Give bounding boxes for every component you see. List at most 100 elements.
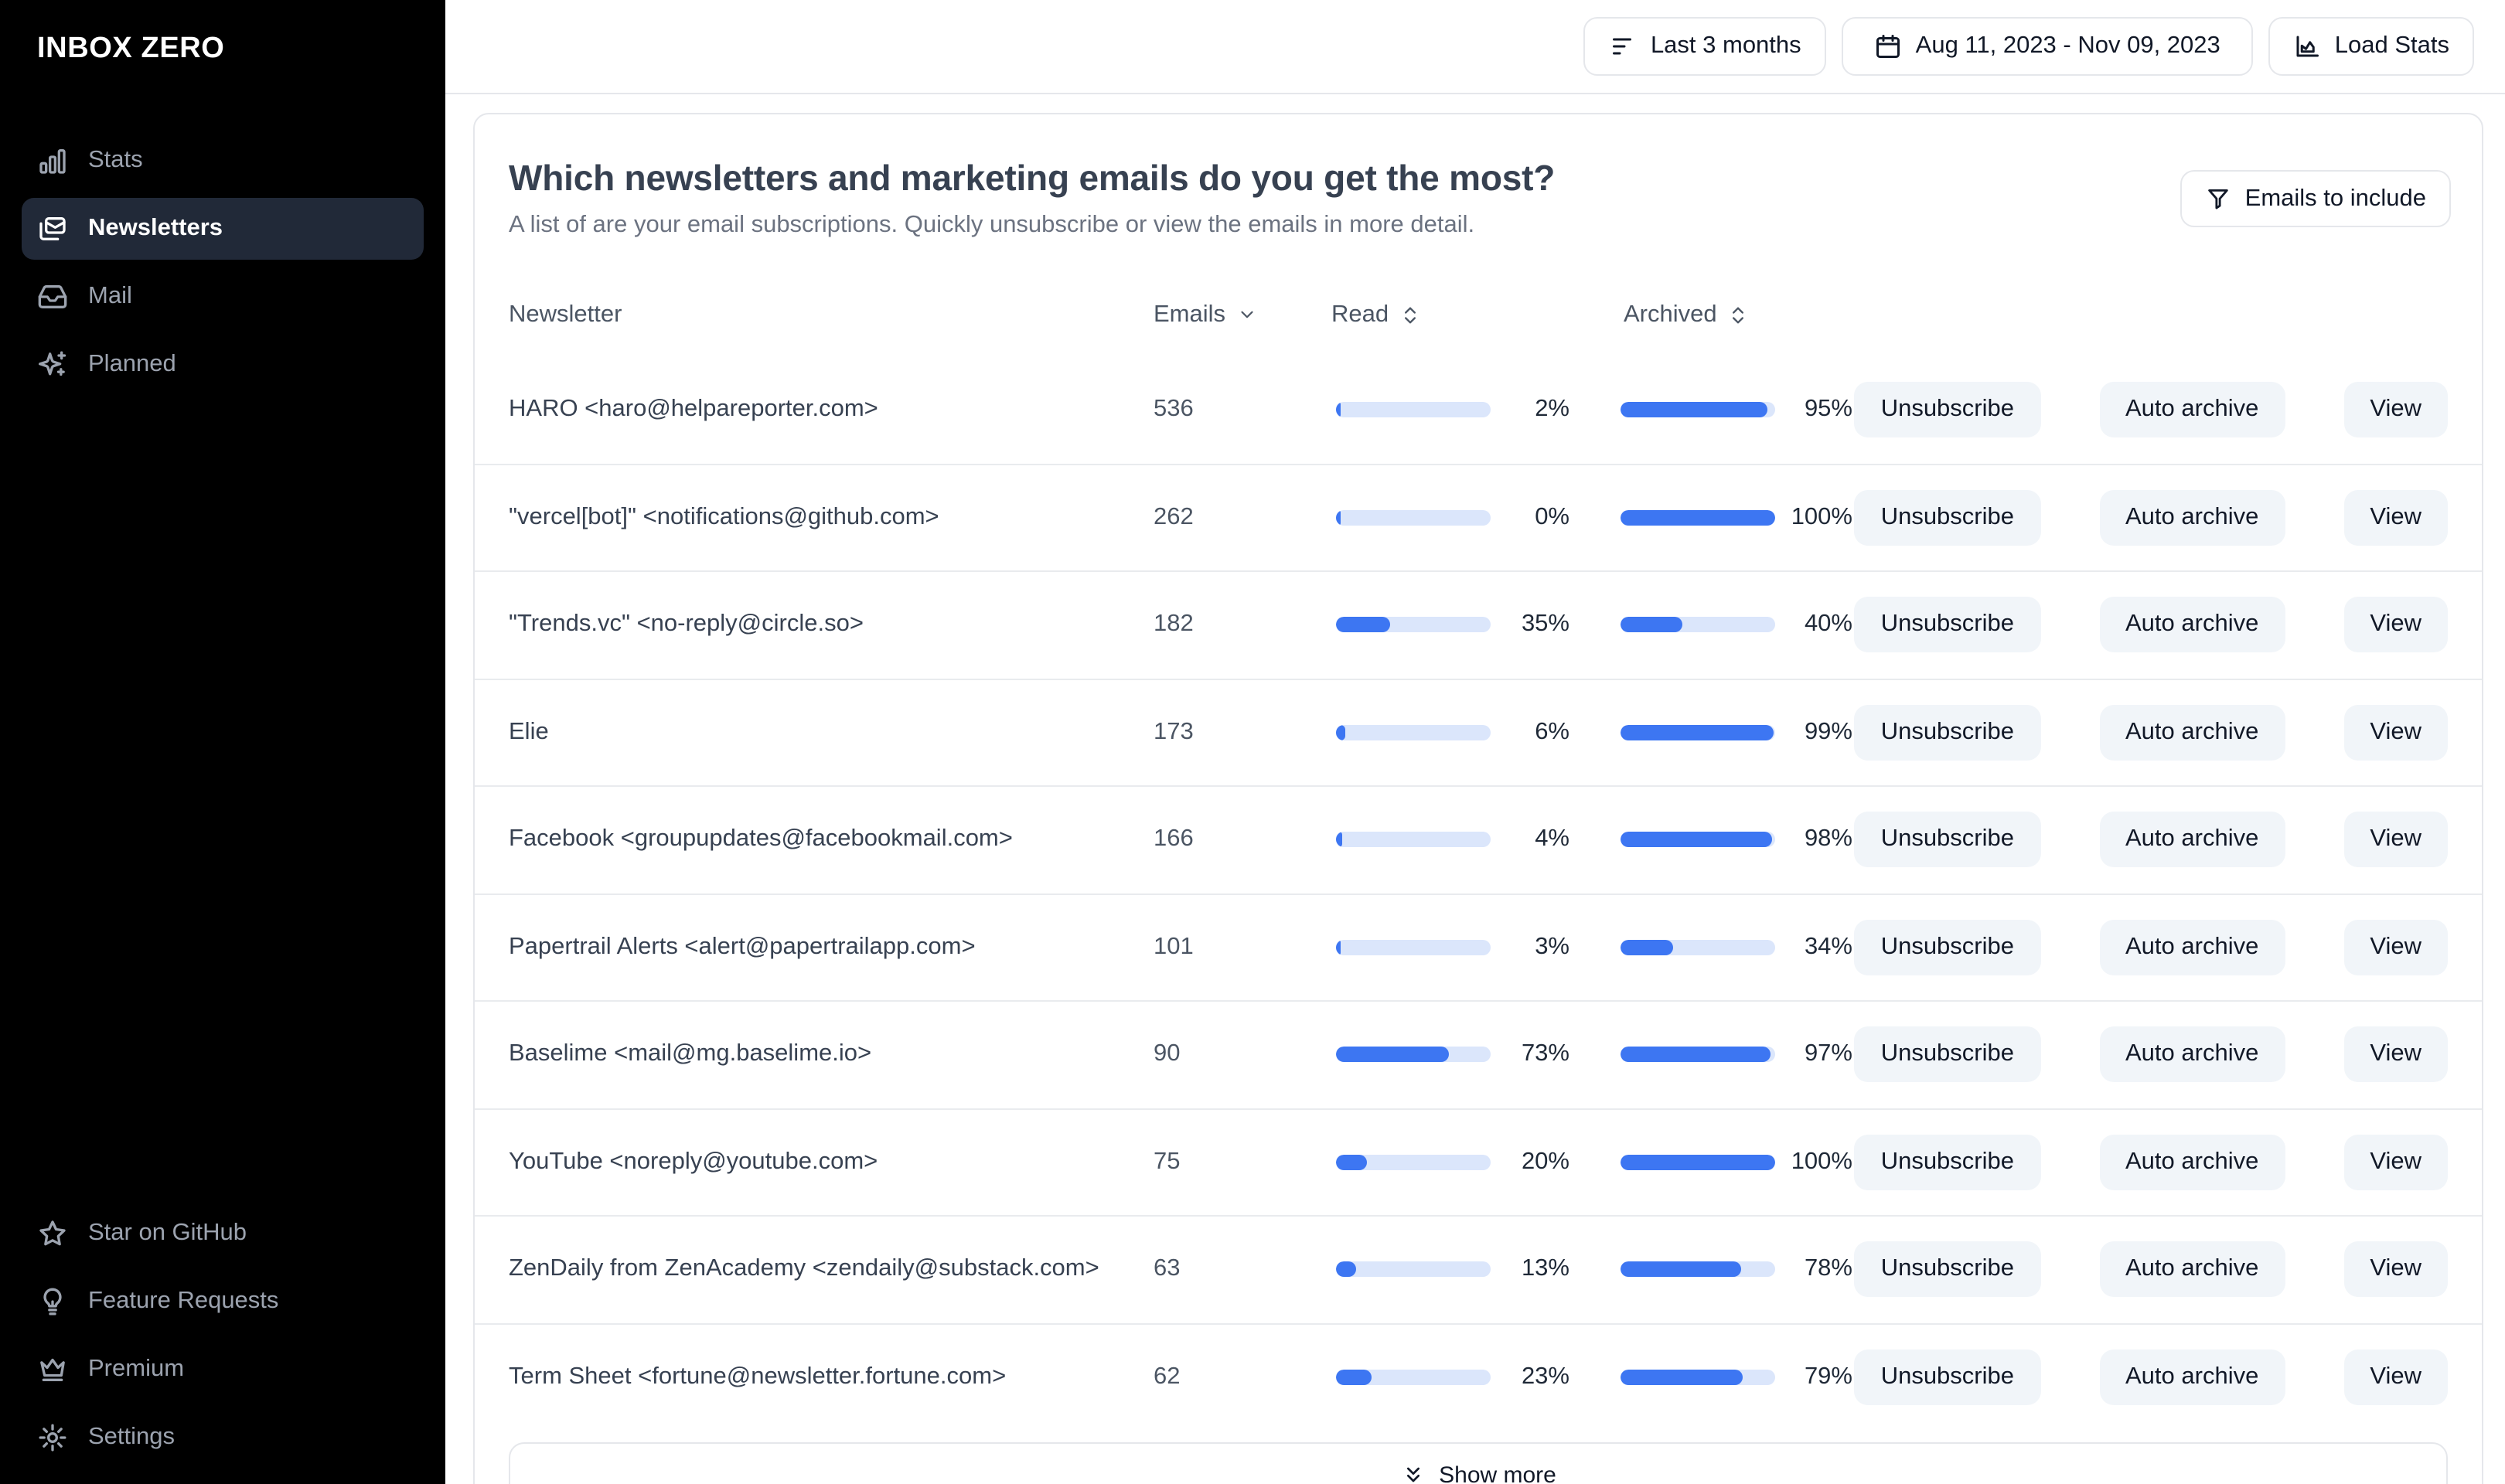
auto-archive-button[interactable]: Auto archive <box>2099 1026 2285 1083</box>
auto-archive-button[interactable]: Auto archive <box>2099 919 2285 975</box>
unsubscribe-button[interactable]: Unsubscribe <box>1854 812 2040 868</box>
area-chart-icon <box>2293 32 2321 60</box>
filter-lines-icon <box>1609 32 1637 60</box>
unsubscribe-button[interactable]: Unsubscribe <box>1854 382 2040 438</box>
view-button[interactable]: View <box>2343 1026 2448 1083</box>
chevrons-up-down-icon <box>1728 304 1750 325</box>
view-button[interactable]: View <box>2343 1241 2448 1298</box>
view-button[interactable]: View <box>2343 489 2448 546</box>
read-cell: 73% <box>1302 1002 1571 1108</box>
sidebar-item-star-on-github[interactable]: Star on GitHub <box>22 1203 424 1264</box>
row-actions: Unsubscribe Auto archive View <box>1854 597 2448 653</box>
read-percent: 6% <box>1535 718 1569 745</box>
column-header-read[interactable]: Read <box>1302 301 1571 328</box>
row-actions: Unsubscribe Auto archive View <box>1854 382 2448 438</box>
emails-to-include-button[interactable]: Emails to include <box>2180 170 2451 227</box>
view-button[interactable]: View <box>2343 704 2448 761</box>
archived-cell: 97% <box>1571 1002 1854 1108</box>
date-range-preset-button[interactable]: Last 3 months <box>1583 17 1826 76</box>
unsubscribe-button[interactable]: Unsubscribe <box>1854 1241 2040 1298</box>
sidebar-footer-nav: Star on GitHub Feature Requests Premi <box>22 1203 424 1469</box>
bar-chart-icon <box>37 145 68 176</box>
newsletter-name: "vercel[bot]" <notifications@github.com> <box>509 503 939 530</box>
sidebar-item-feature-requests[interactable]: Feature Requests <box>22 1271 424 1333</box>
table-row: Papertrail Alerts <alert@papertrailapp.c… <box>475 894 2482 1002</box>
read-progress-bar <box>1336 1370 1491 1386</box>
load-stats-button[interactable]: Load Stats <box>2268 17 2474 76</box>
archived-percent: 98% <box>1804 825 1852 853</box>
sidebar-item-settings[interactable]: Settings <box>22 1407 424 1469</box>
column-header-emails[interactable]: Emails <box>1154 301 1302 328</box>
read-percent: 2% <box>1535 396 1569 423</box>
read-percent: 3% <box>1535 933 1569 960</box>
auto-archive-button[interactable]: Auto archive <box>2099 812 2285 868</box>
archived-cell: 95% <box>1571 357 1854 463</box>
archived-progress-bar <box>1621 1154 1775 1170</box>
auto-archive-button[interactable]: Auto archive <box>2099 1241 2285 1298</box>
date-range-picker-button[interactable]: Aug 11, 2023 - Nov 09, 2023 <box>1841 17 2253 76</box>
read-cell: 23% <box>1302 1324 1571 1431</box>
table-row: YouTube <noreply@youtube.com> 75 20% 100… <box>475 1109 2482 1217</box>
view-button[interactable]: View <box>2343 812 2448 868</box>
table-body: HARO <haro@helpareporter.com> 536 2% 95% <box>475 357 2482 1431</box>
archived-cell: 100% <box>1571 1109 1854 1215</box>
newsletter-name: Term Sheet <fortune@newsletter.fortune.c… <box>509 1363 1007 1390</box>
emails-count: 90 <box>1154 1040 1181 1067</box>
emails-count: 62 <box>1154 1363 1181 1390</box>
read-percent: 20% <box>1521 1148 1569 1175</box>
newsletter-name: "Trends.vc" <no-reply@circle.so> <box>509 611 864 638</box>
emails-count: 101 <box>1154 933 1194 960</box>
sidebar-item-newsletters[interactable]: Newsletters <box>22 198 424 260</box>
sidebar-item-premium[interactable]: Premium <box>22 1339 424 1401</box>
sidebar-item-label: Newsletters <box>88 215 223 241</box>
sidebar-item-stats[interactable]: Stats <box>22 130 424 192</box>
unsubscribe-button[interactable]: Unsubscribe <box>1854 489 2040 546</box>
crown-icon <box>37 1354 68 1385</box>
auto-archive-button[interactable]: Auto archive <box>2099 382 2285 438</box>
read-progress-fill <box>1336 724 1345 740</box>
row-actions: Unsubscribe Auto archive View <box>1854 1241 2448 1298</box>
newsletter-name: YouTube <noreply@youtube.com> <box>509 1148 878 1175</box>
row-actions: Unsubscribe Auto archive View <box>1854 489 2448 546</box>
read-progress-fill <box>1336 1047 1449 1063</box>
view-button[interactable]: View <box>2343 1350 2448 1406</box>
archived-progress-bar <box>1621 617 1775 633</box>
read-percent: 73% <box>1521 1040 1569 1067</box>
read-progress-fill <box>1336 1370 1372 1386</box>
emails-count: 536 <box>1154 396 1194 423</box>
read-cell: 6% <box>1302 679 1571 785</box>
read-percent: 23% <box>1521 1363 1569 1390</box>
read-cell: 2% <box>1302 357 1571 463</box>
mail-icon <box>37 213 68 244</box>
unsubscribe-button[interactable]: Unsubscribe <box>1854 1350 2040 1406</box>
unsubscribe-button[interactable]: Unsubscribe <box>1854 704 2040 761</box>
sidebar-item-planned[interactable]: Planned <box>22 334 424 396</box>
sidebar: INBOX ZERO Stats Newsletters <box>0 0 445 1484</box>
read-cell: 3% <box>1302 894 1571 1000</box>
view-button[interactable]: View <box>2343 382 2448 438</box>
sidebar-item-mail[interactable]: Mail <box>22 266 424 328</box>
auto-archive-button[interactable]: Auto archive <box>2099 704 2285 761</box>
unsubscribe-button[interactable]: Unsubscribe <box>1854 919 2040 975</box>
read-cell: 35% <box>1302 572 1571 678</box>
auto-archive-button[interactable]: Auto archive <box>2099 597 2285 653</box>
archived-percent: 78% <box>1804 1255 1852 1282</box>
unsubscribe-button[interactable]: Unsubscribe <box>1854 597 2040 653</box>
unsubscribe-button[interactable]: Unsubscribe <box>1854 1134 2040 1190</box>
view-button[interactable]: View <box>2343 1134 2448 1190</box>
column-header-archived[interactable]: Archived <box>1571 301 1854 328</box>
view-button[interactable]: View <box>2343 597 2448 653</box>
view-button[interactable]: View <box>2343 919 2448 975</box>
archived-cell: 98% <box>1571 787 1854 893</box>
read-progress-bar <box>1336 1047 1491 1063</box>
auto-archive-button[interactable]: Auto archive <box>2099 1350 2285 1406</box>
archived-cell: 34% <box>1571 894 1854 1000</box>
archived-cell: 79% <box>1571 1324 1854 1431</box>
unsubscribe-button[interactable]: Unsubscribe <box>1854 1026 2040 1083</box>
auto-archive-button[interactable]: Auto archive <box>2099 1134 2285 1190</box>
sidebar-item-label: Stats <box>88 147 143 173</box>
show-more-button[interactable]: Show more <box>509 1442 2448 1484</box>
auto-archive-button[interactable]: Auto archive <box>2099 489 2285 546</box>
archived-progress-fill <box>1621 832 1772 848</box>
read-cell: 4% <box>1302 787 1571 893</box>
